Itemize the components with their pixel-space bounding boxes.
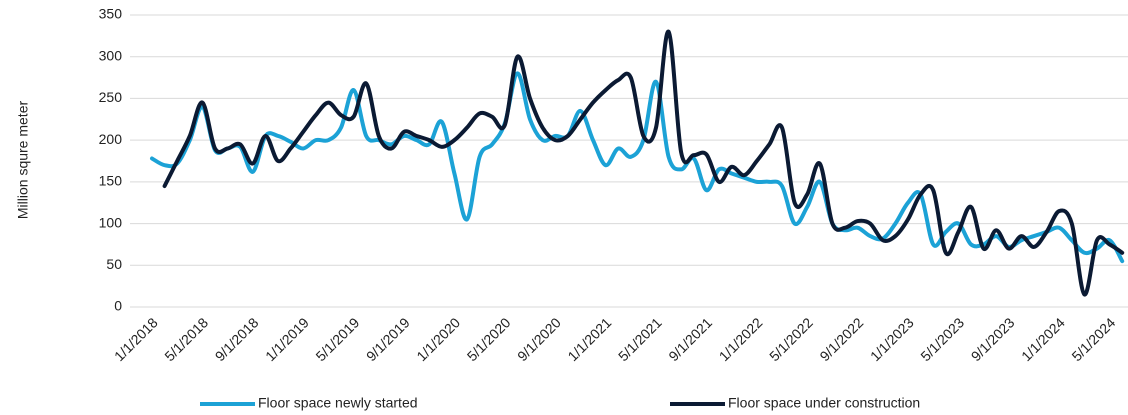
x-tick-label: 5/1/2024	[1068, 314, 1118, 364]
x-tick-label: 9/1/2018	[212, 314, 262, 364]
x-tick-label: 1/1/2018	[111, 314, 161, 364]
y-tick-label: 350	[99, 6, 123, 22]
x-tick-label: 1/1/2023	[867, 314, 917, 364]
line-series	[150, 71, 1125, 264]
x-tick-label: 9/1/2021	[665, 314, 715, 364]
x-tick-label: 5/1/2019	[312, 314, 362, 364]
y-tick-label: 50	[106, 256, 122, 272]
y-tick-label: 200	[99, 131, 123, 147]
x-tick-label: 1/1/2019	[262, 314, 312, 364]
x-tick-label: 1/1/2022	[716, 314, 766, 364]
y-tick-label: 300	[99, 47, 123, 63]
x-tick-label: 9/1/2020	[514, 314, 564, 364]
x-tick-label: 9/1/2023	[968, 314, 1018, 364]
x-tick-label: 5/1/2018	[161, 314, 211, 364]
x-tick-label: 9/1/2022	[816, 314, 866, 364]
line-series	[162, 29, 1125, 297]
x-tick-label: 1/1/2024	[1018, 314, 1068, 364]
x-tick-label: 5/1/2021	[615, 314, 665, 364]
x-tick-label: 9/1/2019	[363, 314, 413, 364]
y-tick-label: 250	[99, 89, 123, 105]
legend-label: Floor space newly started	[258, 395, 418, 411]
y-tick-label: 150	[99, 173, 123, 189]
x-tick-label: 5/1/2020	[464, 314, 514, 364]
y-axis-label: Million squre meter	[15, 101, 31, 220]
y-tick-label: 100	[99, 214, 123, 230]
x-tick-label: 1/1/2021	[564, 314, 614, 364]
legend-label: Floor space under construction	[728, 395, 920, 411]
x-tick-label: 1/1/2020	[413, 314, 463, 364]
x-tick-label: 5/1/2023	[917, 314, 967, 364]
x-tick-label: 5/1/2022	[766, 314, 816, 364]
y-tick-label: 0	[114, 298, 122, 314]
